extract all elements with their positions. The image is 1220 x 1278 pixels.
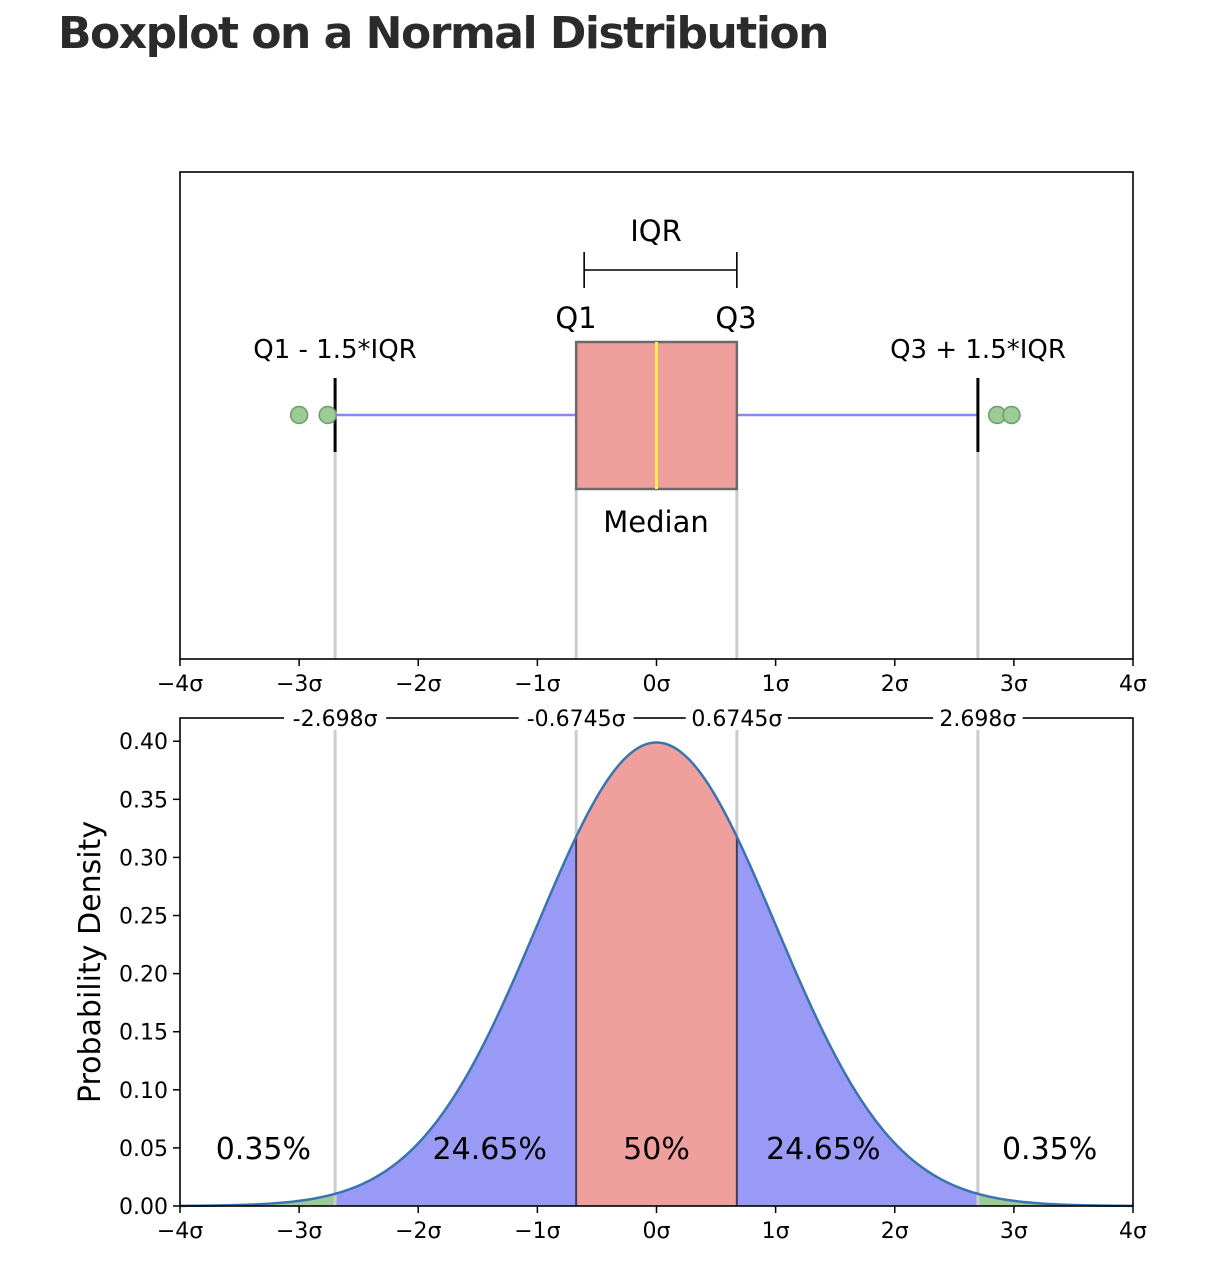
boundary-label-bg <box>518 706 634 730</box>
boundary-label-bg <box>933 706 1023 730</box>
density-region-mid <box>736 836 978 1206</box>
x-tick-label-top: −3σ <box>276 672 322 697</box>
iqr-label: IQR <box>630 214 682 248</box>
x-tick-label-top: 3σ <box>1000 672 1028 697</box>
density-curve <box>179 741 1134 1208</box>
boundary-label-bg <box>685 706 788 730</box>
median-label: Median <box>603 505 708 539</box>
x-tick-label-top: 0σ <box>643 672 671 697</box>
x-tick-label-bottom: 4σ <box>1119 1219 1147 1244</box>
y-tick-label: 0.30 <box>119 846 168 871</box>
density-region-iqr <box>576 742 737 1206</box>
y-tick-label: 0.20 <box>119 963 168 988</box>
q1-label: Q1 <box>555 301 596 335</box>
y-tick-label: 0.15 <box>119 1021 168 1046</box>
y-axis-label: Probability Density <box>73 821 108 1103</box>
x-tick-label-top: 1σ <box>762 672 790 697</box>
boundary-label-bg <box>284 706 387 730</box>
x-tick-label-top: −1σ <box>514 672 560 697</box>
outlier-point <box>1002 405 1021 425</box>
boundary-label: -0.6745σ <box>527 707 626 732</box>
y-tick-label: 0.35 <box>119 788 168 813</box>
x-tick-label-bottom: −3σ <box>276 1219 322 1244</box>
x-tick-label-bottom: −1σ <box>514 1219 560 1244</box>
x-tick-label-bottom: 2σ <box>881 1219 909 1244</box>
y-tick-label: 0.25 <box>119 905 168 930</box>
x-tick-label-bottom: 1σ <box>762 1219 790 1244</box>
outlier-point <box>318 405 337 425</box>
boundary-label: 0.6745σ <box>691 707 782 732</box>
x-tick-label-bottom: 3σ <box>1000 1219 1028 1244</box>
x-tick-label-top: 2σ <box>881 672 909 697</box>
region-percent-label: 24.65% <box>433 1132 547 1167</box>
outlier-point <box>289 405 309 425</box>
region-percent-label: 24.65% <box>766 1132 880 1167</box>
x-tick-label-bottom: −2σ <box>395 1219 441 1244</box>
density-region-tail <box>180 1193 336 1206</box>
y-tick-label: 0.10 <box>119 1079 168 1104</box>
x-tick-label-bottom: 0σ <box>643 1219 671 1244</box>
region-percent-label: 50% <box>623 1132 690 1167</box>
density-region-tail <box>977 1193 1133 1206</box>
y-tick-label: 0.40 <box>119 730 168 755</box>
x-tick-label-top: −2σ <box>395 672 441 697</box>
density-region-mid <box>335 836 577 1206</box>
x-tick-label-top: 4σ <box>1119 672 1147 697</box>
density-panel: 0.35% 24.65% 50% 24.65% 0.35% -2.698σ -0.6745σ… <box>73 706 1147 1244</box>
x-tick-label-top: −4σ <box>157 672 203 697</box>
q3-label: Q3 <box>715 301 756 335</box>
y-tick-label: 0.00 <box>119 1195 168 1220</box>
boundary-label: 2.698σ <box>939 707 1016 732</box>
region-percent-label: 0.35% <box>1002 1132 1097 1167</box>
y-tick-label: 0.05 <box>119 1137 168 1162</box>
boxplot-panel: IQR Q1 Q3 Q1 - 1.5*IQR Q3 + 1.5*IQR Median −4σ… <box>157 171 1147 697</box>
boundary-label: -2.698σ <box>293 707 378 732</box>
lower-fence-label: Q1 - 1.5*IQR <box>253 335 416 365</box>
page-title: Boxplot on a Normal Distribution <box>58 8 829 59</box>
x-tick-label-bottom: −4σ <box>157 1219 203 1244</box>
region-percent-label: 0.35% <box>216 1132 311 1167</box>
upper-fence-label: Q3 + 1.5*IQR <box>890 335 1066 365</box>
